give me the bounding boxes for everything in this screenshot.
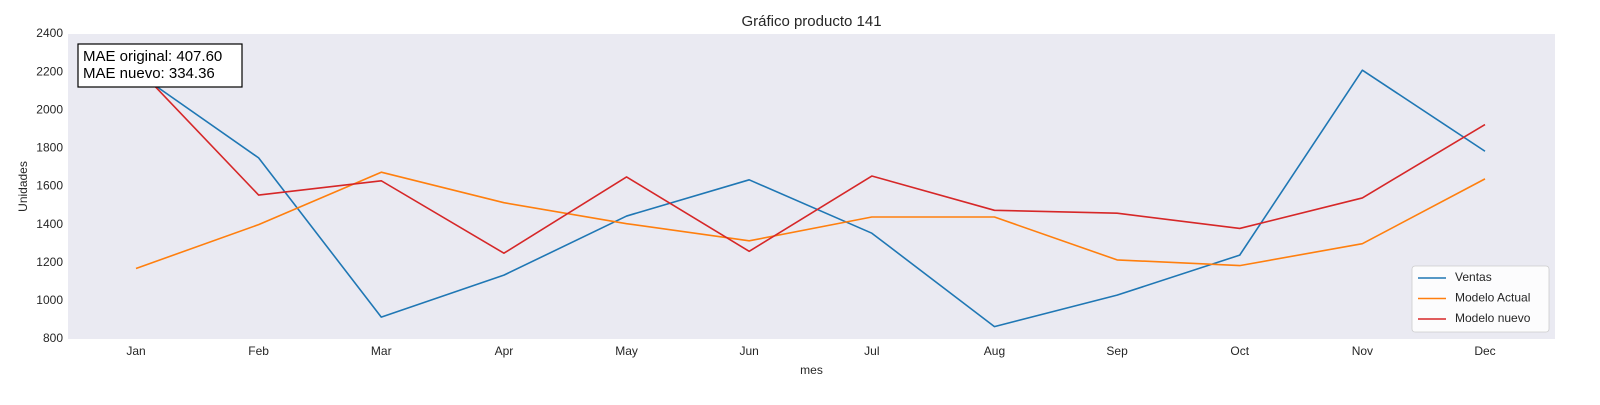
- annotation-line-mae-nuevo: MAE nuevo: 334.36: [83, 65, 215, 82]
- x-tick-label: Jul: [864, 344, 879, 358]
- plot-area: [68, 34, 1555, 339]
- x-axis-ticks: Jan Feb Mar Apr May Jun Jul Aug Sep Oct Nov Dec: [126, 344, 1495, 358]
- x-tick-label: Mar: [371, 344, 392, 358]
- legend-label: Ventas: [1455, 270, 1492, 284]
- legend: Ventas Modelo Actual Modelo nuevo: [1412, 266, 1549, 332]
- y-tick-label: 1000: [36, 293, 63, 307]
- y-tick-label: 2000: [36, 102, 63, 116]
- y-tick-label: 1600: [36, 179, 63, 193]
- x-tick-label: Apr: [495, 344, 514, 358]
- x-tick-label: Sep: [1106, 344, 1128, 358]
- y-tick-label: 800: [43, 331, 63, 345]
- y-tick-label: 1400: [36, 217, 63, 231]
- mae-annotation: MAE original: 407.60 MAE nuevo: 334.36: [78, 44, 242, 87]
- x-tick-label: Nov: [1352, 344, 1373, 358]
- legend-label: Modelo Actual: [1455, 291, 1530, 305]
- x-tick-label: Dec: [1474, 344, 1495, 358]
- chart-title: Gráfico producto 141: [741, 13, 881, 30]
- x-axis-label: mes: [800, 363, 823, 377]
- x-tick-label: Feb: [248, 344, 269, 358]
- y-axis-label: Unidades: [16, 161, 30, 212]
- legend-label: Modelo nuevo: [1455, 311, 1531, 325]
- y-tick-label: 2400: [36, 26, 63, 40]
- y-axis-ticks: 800 1000 1200 1400 1600 1800 2000 2200 2400: [36, 26, 63, 345]
- y-tick-label: 2200: [36, 64, 63, 78]
- x-tick-label: May: [615, 344, 638, 358]
- x-tick-label: Oct: [1230, 344, 1249, 358]
- y-tick-label: 1800: [36, 141, 63, 155]
- y-tick-label: 1200: [36, 255, 63, 269]
- x-tick-label: Jun: [740, 344, 759, 358]
- x-tick-label: Jan: [126, 344, 145, 358]
- x-tick-label: Aug: [984, 344, 1005, 358]
- annotation-line-mae-original: MAE original: 407.60: [83, 48, 222, 65]
